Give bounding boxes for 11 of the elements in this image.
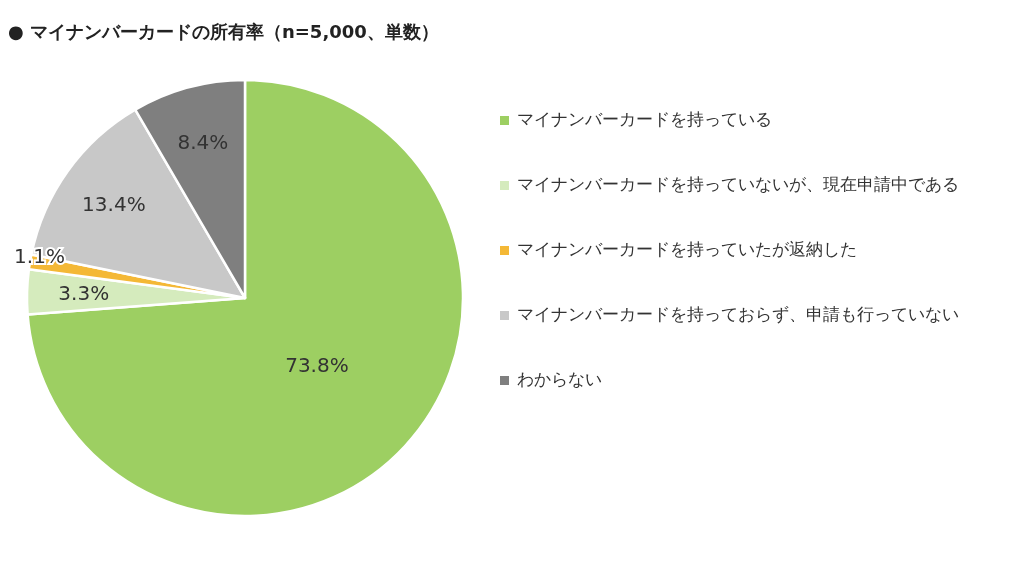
legend-label: マイナンバーカードを持っておらず、申請も行っていない <box>517 304 959 324</box>
data-label: 73.8% <box>285 352 349 377</box>
data-label: 1.1% <box>14 244 65 269</box>
data-label: 8.4% <box>177 130 229 155</box>
data-label: 13.4% <box>82 192 146 216</box>
legend-label: マイナンバーカードを持っていないが、現在申請中である <box>517 174 959 194</box>
legend-label: マイナンバーカードを持っている <box>517 109 772 129</box>
legend-label: わからない <box>517 369 602 389</box>
data-label: 3.3% <box>58 281 110 306</box>
legend-label: マイナンバーカードを持っていたが返納した <box>517 239 857 259</box>
chart-title: ● マイナンバーカードの所有率（n=5,000、単数） <box>8 21 439 42</box>
